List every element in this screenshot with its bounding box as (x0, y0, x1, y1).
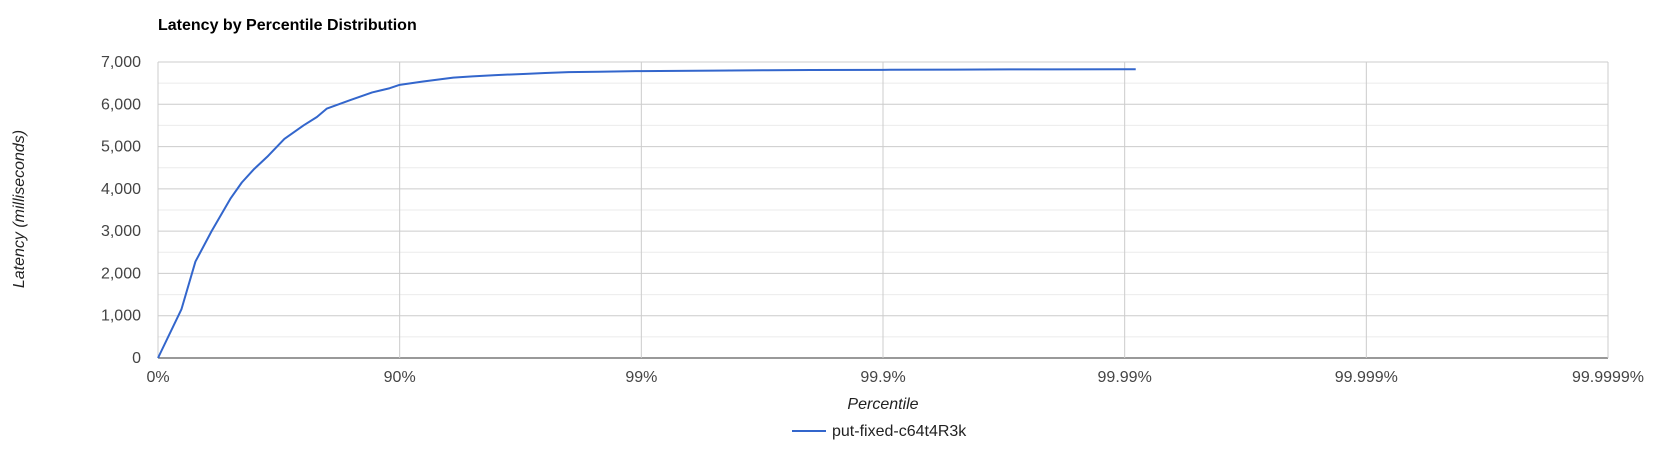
x-tick-label: 99.999% (1335, 369, 1398, 386)
x-tick-label: 0% (146, 369, 169, 386)
x-tick-label: 99% (625, 369, 657, 386)
y-tick-label: 7,000 (101, 54, 141, 71)
x-tick-label: 99.9999% (1572, 369, 1644, 386)
legend: put-fixed-c64t4R3k (792, 423, 967, 440)
grid (157, 61, 1609, 359)
x-tick-label: 99.9% (860, 369, 905, 386)
y-tick-label: 4,000 (101, 181, 141, 198)
y-tick-label: 0 (132, 350, 141, 367)
x-axis-title: Percentile (847, 396, 918, 413)
y-tick-label: 1,000 (101, 308, 141, 325)
y-axis-ticks: 0 1,000 2,000 3,000 4,000 5,000 6,000 7,000 (101, 54, 141, 367)
x-tick-label: 99.99% (1098, 369, 1152, 386)
legend-label: put-fixed-c64t4R3k (832, 423, 967, 440)
y-tick-label: 5,000 (101, 139, 141, 156)
y-tick-label: 6,000 (101, 96, 141, 113)
chart-title: Latency by Percentile Distribution (158, 17, 417, 34)
series-layer (157, 68, 1136, 359)
x-axis-ticks: 0% 90% 99% 99.9% 99.99% 99.999% 99.9999% (146, 369, 1644, 386)
y-tick-label: 2,000 (101, 265, 141, 282)
series-line (157, 68, 1136, 359)
y-tick-label: 3,000 (101, 223, 141, 240)
y-axis-title: Latency (milliseconds) (11, 130, 28, 288)
x-tick-label: 90% (384, 369, 416, 386)
